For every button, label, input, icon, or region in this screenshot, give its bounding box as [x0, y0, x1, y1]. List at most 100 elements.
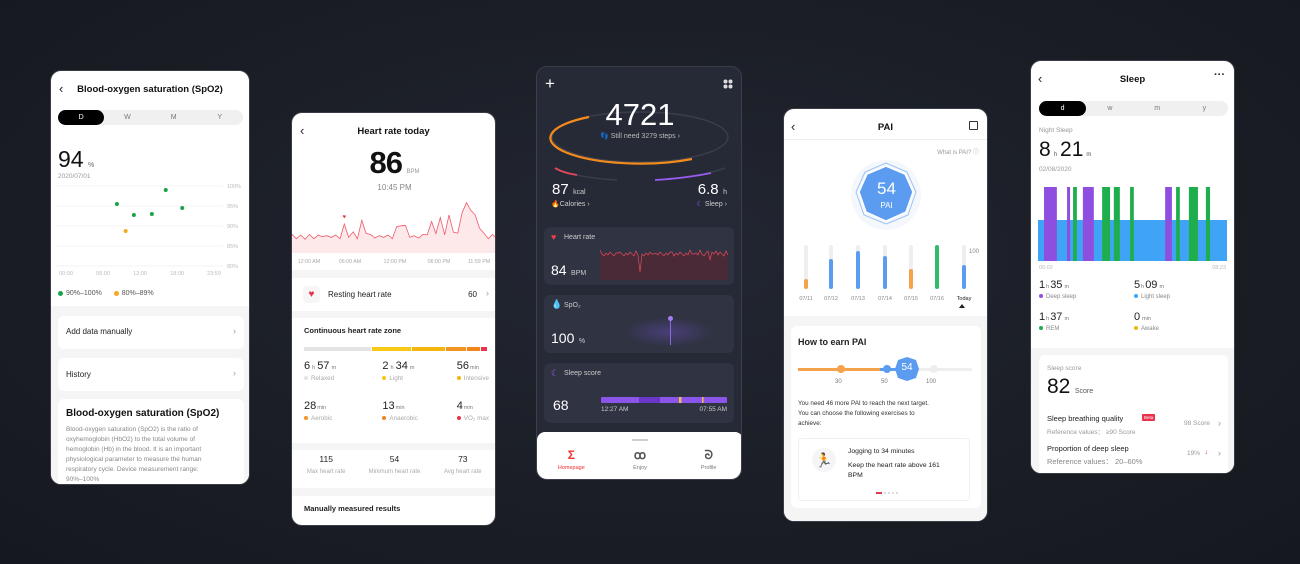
- beta-badge: Beta: [1142, 414, 1156, 421]
- spo2-point: [123, 229, 128, 233]
- zone-hours-unit: h: [390, 365, 394, 371]
- sleep-stage-chart: [1038, 187, 1227, 261]
- stat-minutes: 09: [1145, 279, 1158, 291]
- stat-name: REM: [1046, 326, 1060, 332]
- date: 2020/07/01: [58, 173, 91, 180]
- zone-item: 2 h 34 m Light: [365, 360, 426, 382]
- drag-handle[interactable]: [632, 439, 648, 441]
- spo2-value: 94: [58, 146, 84, 172]
- rem-sleep-segment: [1176, 187, 1180, 261]
- spo2-chart: 100% 95% 90% 85% 80% 00:00 06:00 12:00 18:00 23:5…: [56, 184, 241, 277]
- more-icon[interactable]: ···: [1214, 69, 1225, 81]
- tab-w[interactable]: W: [124, 114, 131, 121]
- zone-segment: [446, 347, 467, 351]
- tab-y[interactable]: y: [1202, 105, 1207, 112]
- tab-w[interactable]: w: [1107, 105, 1113, 112]
- zone-minutes: 57: [317, 360, 330, 372]
- zone-hours: 2: [382, 360, 389, 372]
- sleep-score-card[interactable]: ☾ Sleep score 68 12:27 AM 07:55 AM: [544, 363, 734, 423]
- x-tick-label: 00:00: [59, 271, 73, 277]
- breathing-quality-row[interactable]: Sleep breathing quality Beta Reference v…: [1039, 411, 1228, 441]
- stat-minutes: 37: [1050, 311, 1063, 323]
- steps-value: 4721: [605, 97, 675, 132]
- period-tabs: d w m y: [1039, 101, 1228, 116]
- bar-day-label: 07/12: [824, 296, 838, 302]
- sleep-score-label: Sleep score: [1047, 365, 1082, 372]
- hr-value: 86: [369, 145, 403, 180]
- zone-item: 28min Aerobic: [304, 400, 365, 422]
- stat-minutes-unit: m: [1064, 284, 1070, 290]
- zone-dot: [304, 376, 308, 380]
- rem-sleep-segment: [1130, 187, 1134, 261]
- hours-unit: h: [1053, 152, 1058, 158]
- info-text-line: Blood-oxygen saturation (SpO2) is the ra…: [66, 426, 198, 433]
- add-data-manually-row[interactable]: Add data manually ›: [58, 316, 244, 349]
- resting-heart-rate-row[interactable]: ♥ Resting heart rate 60 ›: [292, 278, 495, 311]
- x-tick-label: 18:00: [170, 271, 184, 277]
- spo2-card[interactable]: 💧 SpO₂ 100 %: [544, 295, 734, 353]
- bar-day-label: 07/16: [930, 296, 944, 302]
- zone-dot: [304, 416, 308, 420]
- carousel-dots[interactable]: [876, 492, 898, 494]
- x-tick-label: 12:00 AM: [298, 259, 320, 265]
- sleep-stat: 1h37 m REM: [1039, 311, 1134, 332]
- zone-title: Continuous heart rate zone: [304, 326, 402, 335]
- spo2-card-unit: %: [578, 338, 586, 345]
- pai-screen: ‹ PAI What is PAI? ⓘ 54 PAI 07/11 07/12 07…: [783, 108, 988, 522]
- calories-link[interactable]: 🔥Calories ›: [551, 201, 590, 208]
- back-icon[interactable]: ‹: [300, 123, 305, 138]
- hr-line: [292, 201, 495, 240]
- info-card: Blood-oxygen saturation (SpO2) Blood-oxy…: [58, 399, 244, 484]
- deep-sleep-proportion-row[interactable]: Proportion of deep sleep Reference value…: [1039, 442, 1228, 472]
- tab-d[interactable]: D: [58, 110, 105, 125]
- tab-m[interactable]: M: [170, 114, 177, 121]
- hr-mini-area: [600, 250, 728, 280]
- zone-minutes-unit: min: [470, 365, 479, 371]
- sleep-stat-value: 1h37 m: [1039, 311, 1134, 323]
- info-text-line: respiratory cycle. Device measurement ra…: [66, 466, 199, 473]
- nav-homepage[interactable]: Σ Homepage: [537, 449, 606, 472]
- hr-time: 10:45 PM: [377, 183, 412, 192]
- manual-results[interactable]: Manually measured results: [304, 504, 401, 513]
- legend-dot-low: [113, 290, 119, 296]
- zone-duration: 56min: [457, 360, 489, 372]
- nav-label: Profile: [700, 465, 717, 471]
- heart-icon: ♥: [303, 286, 320, 303]
- stat-dot: [1134, 326, 1138, 330]
- sleep-link[interactable]: ☾ Sleep ›: [696, 201, 727, 208]
- legend-dot-high: [58, 290, 63, 296]
- help-text: What is PAI?: [937, 150, 972, 156]
- resting-value: 60: [468, 290, 477, 299]
- night-sleep-label: Night Sleep: [1039, 127, 1073, 134]
- mark-30: 30: [835, 379, 842, 385]
- rem-sleep-segment: [1102, 187, 1111, 261]
- history-row[interactable]: History ›: [58, 358, 244, 391]
- zone-minutes-unit: min: [317, 405, 327, 411]
- back-icon[interactable]: ‹: [59, 81, 64, 96]
- exercise-card[interactable]: 🏃 Jogging to 34 minutes Keep the heart r…: [798, 438, 970, 501]
- deep-sleep-segment: [1044, 187, 1057, 261]
- steps-hint[interactable]: 👣 Still need 3279 steps ›: [600, 133, 680, 140]
- share-icon[interactable]: [969, 121, 978, 130]
- tab-d[interactable]: d: [1039, 101, 1087, 116]
- tab-y[interactable]: Y: [217, 114, 223, 121]
- add-icon[interactable]: +: [545, 74, 555, 93]
- zone-item: 13min Anaerobic: [365, 400, 426, 422]
- sleep-stat-label: Light sleep: [1134, 294, 1229, 300]
- nav-enjoy[interactable]: ꝏ Enjoy: [606, 449, 675, 472]
- zone-hours: 6: [304, 360, 311, 372]
- heart-rate-card[interactable]: ♥ Heart rate 84 BPM: [544, 227, 734, 285]
- nav-profile[interactable]: ᘐ Profile: [674, 449, 741, 472]
- hr-stat-value: 54: [389, 454, 400, 464]
- x-tick-label: 06:00: [96, 271, 110, 277]
- chevron-right-icon: ›: [233, 326, 236, 336]
- tab-m[interactable]: m: [1154, 105, 1161, 112]
- sleep-score-card: Sleep score 82 Score Sleep breathing qua…: [1039, 355, 1228, 473]
- back-icon[interactable]: ‹: [791, 119, 796, 134]
- hr-area: [292, 202, 495, 253]
- what-is-pai-link[interactable]: What is PAI? ⓘ: [937, 147, 979, 156]
- sleep-hours: 8: [1039, 138, 1051, 161]
- back-icon[interactable]: ‹: [1038, 71, 1043, 86]
- grid-icon[interactable]: [723, 79, 733, 89]
- bar-day-label: 07/15: [904, 296, 918, 302]
